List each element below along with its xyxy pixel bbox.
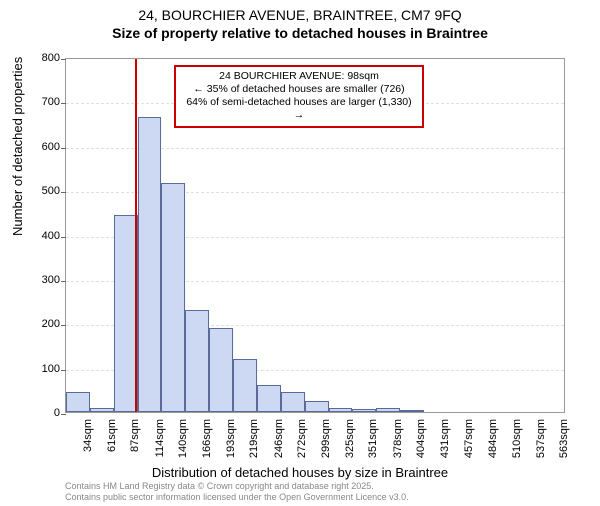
x-tick-label: 61sqm (106, 419, 118, 469)
x-tick-label: 272sqm (296, 419, 308, 469)
x-tick-label: 457sqm (463, 419, 475, 469)
x-tick-label: 404sqm (415, 419, 427, 469)
x-tick-label: 299sqm (320, 419, 332, 469)
x-tick-label: 87sqm (129, 419, 141, 469)
y-tick-label: 500 (20, 185, 60, 197)
histogram-bar (161, 183, 185, 412)
y-tick-label: 0 (20, 407, 60, 419)
y-tick-label: 600 (20, 141, 60, 153)
x-tick-label: 378sqm (392, 419, 404, 469)
histogram-bar (329, 408, 353, 412)
x-tick-label: 166sqm (201, 419, 213, 469)
x-tick-label: 563sqm (558, 419, 570, 469)
annotation-box: 24 BOURCHIER AVENUE: 98sqm← 35% of detac… (174, 65, 424, 128)
x-tick-label: 351sqm (367, 419, 379, 469)
x-tick-label: 219sqm (248, 419, 260, 469)
x-tick-label: 34sqm (82, 419, 94, 469)
histogram-bar (114, 215, 138, 412)
histogram-bar (233, 359, 257, 412)
annotation-line3: 64% of semi-detached houses are larger (… (182, 96, 416, 122)
histogram-bar (305, 401, 329, 412)
y-tick-label: 800 (20, 52, 60, 64)
chart-title-address: 24, BOURCHIER AVENUE, BRAINTREE, CM7 9FQ (0, 6, 600, 24)
y-tick-label: 700 (20, 96, 60, 108)
y-tick-label: 100 (20, 363, 60, 375)
property-marker-line (135, 59, 137, 412)
histogram-bar (209, 328, 233, 412)
x-tick-label: 484sqm (487, 419, 499, 469)
x-tick-label: 510sqm (511, 419, 523, 469)
annotation-line2: ← 35% of detached houses are smaller (72… (182, 83, 416, 96)
histogram-bar (281, 392, 305, 412)
histogram-bar (376, 408, 400, 412)
footer-line1: Contains HM Land Registry data © Crown c… (65, 481, 409, 492)
histogram-bar (257, 385, 281, 412)
histogram-bar (185, 310, 209, 412)
x-axis-title: Distribution of detached houses by size … (0, 465, 600, 480)
histogram-bar (66, 392, 90, 412)
x-tick-label: 114sqm (154, 419, 166, 469)
y-tick-label: 400 (20, 230, 60, 242)
x-tick-label: 193sqm (225, 419, 237, 469)
x-tick-label: 431sqm (439, 419, 451, 469)
x-tick-label: 246sqm (273, 419, 285, 469)
chart-plot-area: 24 BOURCHIER AVENUE: 98sqm← 35% of detac… (65, 58, 565, 413)
histogram-bar (138, 117, 162, 412)
footer-line2: Contains public sector information licen… (65, 492, 409, 503)
x-tick-label: 325sqm (344, 419, 356, 469)
y-tick-label: 200 (20, 318, 60, 330)
x-tick-label: 537sqm (535, 419, 547, 469)
histogram-bar (352, 409, 376, 412)
annotation-line1: 24 BOURCHIER AVENUE: 98sqm (182, 70, 416, 83)
y-tick-label: 300 (20, 274, 60, 286)
x-tick-label: 140sqm (177, 419, 189, 469)
chart-title-desc: Size of property relative to detached ho… (0, 24, 600, 42)
histogram-bar (90, 408, 114, 412)
histogram-bar (400, 410, 424, 412)
